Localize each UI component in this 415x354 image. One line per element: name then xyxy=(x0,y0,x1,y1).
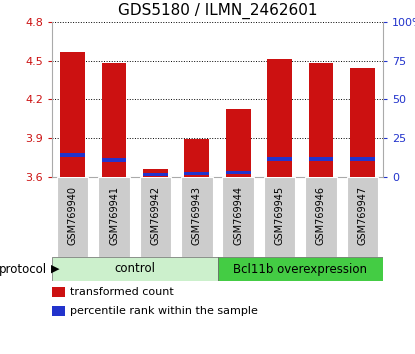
Bar xyxy=(305,177,337,257)
Bar xyxy=(140,177,171,257)
Text: GSM769941: GSM769941 xyxy=(109,186,119,245)
Bar xyxy=(57,177,88,257)
Text: GSM769946: GSM769946 xyxy=(316,186,326,245)
Text: GSM769940: GSM769940 xyxy=(68,186,78,245)
Bar xyxy=(184,172,209,175)
Bar xyxy=(52,306,65,316)
Text: Bcl11b overexpression: Bcl11b overexpression xyxy=(233,263,367,275)
Text: GSM769943: GSM769943 xyxy=(192,186,202,245)
Text: percentile rank within the sample: percentile rank within the sample xyxy=(70,306,258,316)
Bar xyxy=(143,173,168,176)
Bar xyxy=(181,177,212,257)
Bar xyxy=(102,158,127,162)
Text: control: control xyxy=(114,263,155,275)
Bar xyxy=(350,69,375,177)
Title: GDS5180 / ILMN_2462601: GDS5180 / ILMN_2462601 xyxy=(118,3,317,19)
Text: GSM769944: GSM769944 xyxy=(233,186,243,245)
Text: ▶: ▶ xyxy=(51,264,59,274)
Bar xyxy=(60,153,85,157)
Bar xyxy=(267,157,292,161)
Bar xyxy=(98,177,130,257)
Bar xyxy=(184,139,209,177)
Text: GSM769945: GSM769945 xyxy=(275,186,285,245)
Bar xyxy=(267,59,292,177)
Bar xyxy=(52,287,65,297)
Bar xyxy=(217,257,383,281)
Bar xyxy=(226,109,251,177)
Text: GSM769947: GSM769947 xyxy=(357,186,367,245)
Bar xyxy=(102,63,127,177)
Bar xyxy=(308,63,333,177)
Bar xyxy=(52,257,217,281)
Bar xyxy=(226,171,251,174)
Bar xyxy=(350,157,375,161)
Text: GSM769942: GSM769942 xyxy=(151,186,161,245)
Bar xyxy=(222,177,254,257)
Bar xyxy=(143,169,168,177)
Bar xyxy=(264,177,295,257)
Text: protocol: protocol xyxy=(0,263,47,275)
Text: transformed count: transformed count xyxy=(70,287,174,297)
Bar xyxy=(308,157,333,161)
Bar xyxy=(347,177,378,257)
Bar xyxy=(60,52,85,177)
